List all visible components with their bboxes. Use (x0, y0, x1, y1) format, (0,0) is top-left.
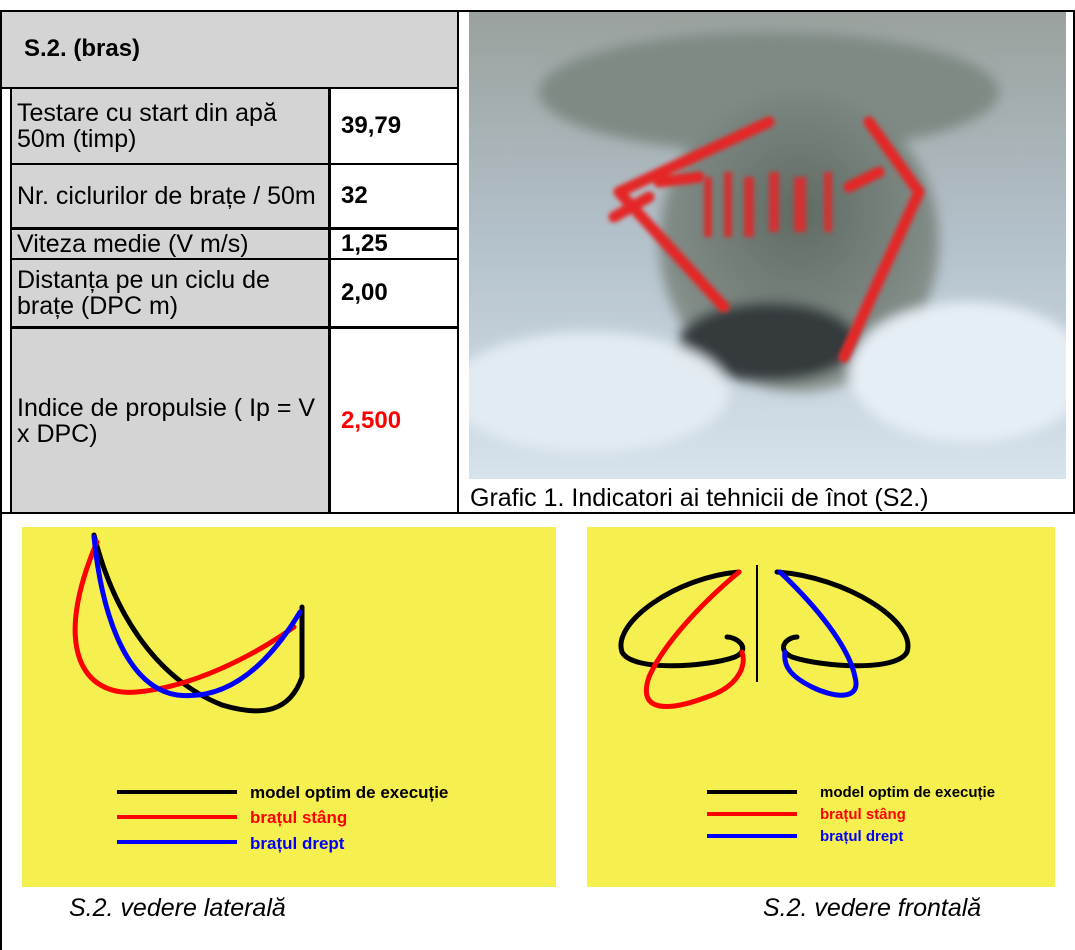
table-label-propulsion: Indice de propulsie ( Ip = V x DPC) (12, 329, 328, 512)
lateral-legend-left: brațul stâng (250, 808, 347, 827)
frontal-optimal-right (774, 569, 911, 669)
frontal-legend-left: brațul stâng (820, 806, 906, 823)
value-cycles: 32 (341, 182, 368, 209)
lateral-caption: S.2. vedere laterală (69, 894, 286, 922)
border-right (1073, 10, 1075, 514)
frontal-legend-right: brațul drept (820, 828, 903, 845)
border-bottom (0, 512, 1075, 514)
value-propulsion: 2,500 (341, 406, 402, 434)
swimmer-photo (469, 12, 1066, 479)
label-propulsion: Indice de propulsie ( Ip = V x DPC) (17, 393, 316, 448)
table-value-propulsion: 2,500 (331, 329, 455, 512)
label-dpc: Distanța pe un ciclu de brațe (DPC m) (17, 266, 270, 320)
value-dpc: 2,00 (341, 279, 388, 306)
table-label-cycles: Nr. ciclurilor de brațe / 50m (12, 165, 328, 227)
table-value-dpc: 2,00 (331, 260, 455, 326)
table-value-speed: 1,25 (331, 230, 455, 258)
border-inner-mid (328, 89, 331, 514)
table-value-time: 39,79 (331, 89, 455, 163)
border-left (0, 10, 2, 950)
lateral-view-svg: model optim de execuție brațul stâng bra… (72, 532, 448, 853)
table-label-time: Testare cu start din apă 50m (timp) (12, 89, 328, 163)
lateral-legend-optimal: model optim de execuție (250, 783, 448, 802)
frontal-view-diagram: model optim de execuție brațul stâng bra… (587, 527, 1055, 887)
frontal-caption: S.2. vedere frontală (763, 894, 982, 922)
border-inner-left (10, 89, 12, 514)
border-row3 (10, 258, 459, 260)
label-speed: Viteza medie (V m/s) (17, 230, 249, 258)
table-value-cycles: 32 (331, 165, 455, 227)
lateral-legend-right: brațul drept (250, 834, 345, 853)
border-row1 (10, 163, 459, 165)
photo-caption: Grafic 1. Indicatori ai tehnicii de înot… (470, 484, 929, 512)
frontal-right-curve (777, 569, 859, 698)
lateral-right-curve (91, 534, 303, 699)
frontal-left-curve (643, 569, 746, 709)
table-label-speed: Viteza medie (V m/s) (12, 230, 328, 258)
border-top (0, 10, 1075, 12)
lateral-view-diagram: model optim de execuție brațul stâng bra… (22, 527, 556, 887)
border-header-bottom (0, 87, 459, 89)
table-label-dpc: Distanța pe un ciclu de brațe (DPC m) (12, 260, 328, 326)
border-mid (457, 10, 459, 514)
frontal-view-svg: model optim de execuție brațul stâng bra… (618, 565, 995, 845)
frontal-legend-optimal: model optim de execuție (820, 784, 995, 801)
value-speed: 1,25 (341, 230, 388, 257)
lateral-left-curve (72, 539, 297, 695)
swimmer-photo-image (469, 12, 1066, 479)
label-cycles: Nr. ciclurilor de brațe / 50m (17, 182, 316, 210)
frontal-optimal-left (618, 569, 746, 669)
value-time: 39,79 (341, 112, 402, 139)
table-header-text: S.2. (bras) (24, 35, 141, 62)
border-row2 (10, 227, 459, 230)
table-header: S.2. (bras) (0, 11, 457, 87)
border-row4 (10, 326, 459, 329)
lateral-optimal-curve (91, 532, 305, 714)
label-time: Testare cu start din apă 50m (timp) (17, 99, 277, 153)
